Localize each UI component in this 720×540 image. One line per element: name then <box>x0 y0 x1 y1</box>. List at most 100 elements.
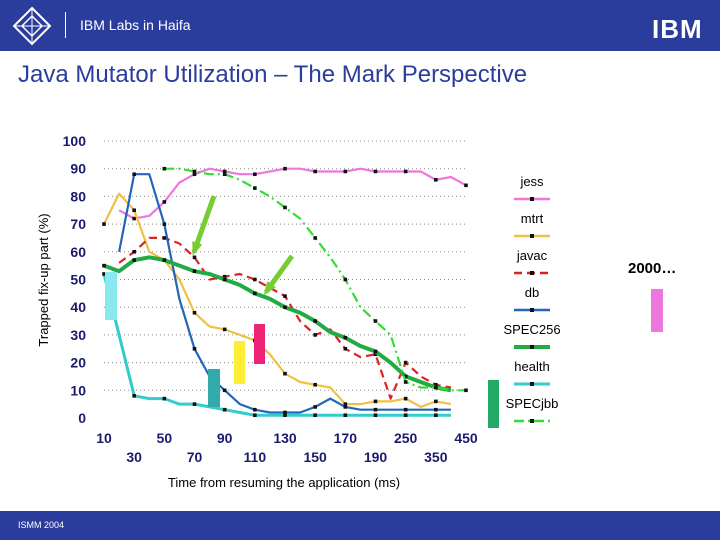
ibm-logo: IBM <box>652 14 703 44</box>
data-point <box>313 333 317 337</box>
data-point <box>313 236 317 240</box>
legend-label: SPEC256 <box>503 322 560 337</box>
y-tick-label: 80 <box>70 188 86 204</box>
data-point <box>253 172 257 177</box>
data-point <box>222 407 227 412</box>
data-point <box>313 413 317 418</box>
x-tick-label: 250 <box>394 430 418 446</box>
data-point <box>403 380 408 384</box>
data-point <box>162 200 167 204</box>
side-note: 2000… <box>628 260 677 277</box>
data-point <box>313 382 317 387</box>
data-point <box>283 371 287 376</box>
data-point <box>132 258 136 262</box>
data-point <box>132 216 136 221</box>
colored-bar <box>234 341 245 384</box>
data-point <box>283 305 287 309</box>
data-point <box>283 410 287 415</box>
data-point <box>343 405 348 409</box>
data-point <box>162 222 167 226</box>
data-point <box>253 413 257 418</box>
chart-grid <box>104 140 466 391</box>
x-tick-label: 70 <box>187 449 203 465</box>
data-point <box>222 327 227 332</box>
data-point <box>343 277 348 282</box>
data-point <box>343 169 348 174</box>
x-tick-label: 450 <box>454 430 478 446</box>
legend-marker <box>530 308 534 312</box>
y-axis-label: Trapped fix-up part (%) <box>36 213 51 346</box>
data-point <box>162 258 167 262</box>
data-point <box>192 169 197 174</box>
data-point <box>132 394 136 398</box>
data-point <box>253 407 257 412</box>
data-point <box>373 349 378 354</box>
legend-marker <box>530 419 534 423</box>
legend-marker <box>530 271 534 275</box>
diamond-grid-icon <box>10 4 54 48</box>
y-tick-label: 20 <box>70 355 86 371</box>
data-point <box>192 172 197 177</box>
data-point <box>222 277 227 282</box>
data-point <box>313 169 317 174</box>
data-point <box>434 385 438 390</box>
data-point <box>464 388 468 393</box>
legend-label: mtrt <box>521 211 544 226</box>
colored-bar <box>105 272 117 320</box>
legend-label: javac <box>516 248 548 263</box>
data-point <box>222 388 227 393</box>
y-tick-label: 100 <box>63 133 87 149</box>
data-point <box>343 413 348 418</box>
data-point <box>102 222 106 226</box>
data-point <box>222 169 227 174</box>
legend-marker <box>530 234 534 238</box>
data-point <box>403 374 408 379</box>
data-point <box>313 319 317 323</box>
data-point <box>403 396 408 401</box>
x-tick-label: 130 <box>273 430 297 446</box>
legend-label: db <box>525 285 539 300</box>
green-arrow <box>191 195 217 256</box>
data-point <box>283 413 287 418</box>
data-point <box>162 166 167 171</box>
data-point <box>343 402 348 406</box>
x-tick-label: 150 <box>303 449 327 465</box>
chart-legend: jess mtrt javac db SPEC256 health SPECjbb <box>503 174 561 423</box>
y-tick-label: 10 <box>70 382 86 398</box>
data-point <box>222 274 227 279</box>
x-tick-label: 50 <box>157 430 173 446</box>
data-point <box>403 360 408 365</box>
data-point <box>464 183 468 188</box>
legend-marker <box>530 382 534 386</box>
data-point <box>343 335 348 340</box>
slide-title: Java Mutator Utilization – The Mark Pers… <box>18 61 528 88</box>
legend-label: SPECjbb <box>506 396 559 411</box>
x-tick-label: 350 <box>424 449 448 465</box>
data-point <box>403 169 408 174</box>
data-point <box>373 352 378 357</box>
data-point <box>132 208 136 213</box>
y-tick-label: 50 <box>70 272 86 288</box>
y-tick-label: 70 <box>70 216 86 232</box>
data-point <box>253 186 257 190</box>
data-point <box>373 407 378 412</box>
data-point <box>192 255 197 260</box>
data-point <box>253 291 257 296</box>
series-line-spec256 <box>103 255 452 393</box>
series-line-db <box>118 173 451 414</box>
data-point <box>373 399 378 404</box>
y-tick-label: 30 <box>70 327 86 343</box>
data-point <box>434 413 438 418</box>
x-axis: 10 50 90 130 170 250 450 30 70 110 150 190 350 <box>96 430 478 465</box>
x-tick-label: 30 <box>126 449 142 465</box>
lab-name: IBM Labs in Haifa <box>80 17 191 33</box>
footer-text: ISMM 2004 <box>18 520 65 530</box>
data-point <box>102 263 106 268</box>
chart-annotations <box>105 195 499 428</box>
data-point <box>434 407 438 412</box>
data-point <box>253 277 257 282</box>
data-point <box>192 269 197 273</box>
series-line-mtrt <box>103 192 452 408</box>
y-tick-label: 40 <box>70 299 86 315</box>
legend-marker <box>530 197 534 201</box>
